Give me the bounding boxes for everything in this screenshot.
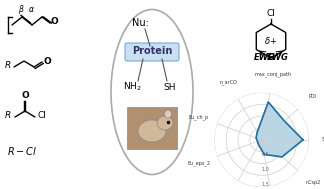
Text: Cl: Cl: [267, 9, 275, 19]
Text: R: R: [5, 60, 11, 70]
Text: O: O: [43, 57, 51, 66]
Ellipse shape: [165, 110, 171, 118]
Ellipse shape: [138, 120, 166, 142]
Text: 1.0: 1.0: [262, 167, 269, 172]
Text: R: R: [5, 111, 11, 119]
Text: 0.5: 0.5: [262, 152, 269, 157]
Text: O: O: [21, 91, 29, 101]
Text: SH: SH: [164, 83, 176, 91]
Text: Cl: Cl: [38, 112, 46, 121]
Text: 1.5: 1.5: [262, 182, 269, 187]
Text: $\beta$: $\beta$: [18, 4, 24, 16]
Text: $\alpha$: $\alpha$: [28, 5, 34, 15]
Text: Protein: Protein: [132, 46, 172, 56]
Bar: [127, 107, 177, 149]
Ellipse shape: [157, 116, 173, 130]
Text: Nu:: Nu:: [132, 18, 148, 28]
Polygon shape: [256, 102, 303, 157]
Text: O: O: [50, 18, 58, 26]
Text: $\delta$+: $\delta$+: [264, 36, 278, 46]
Text: EWG: EWG: [253, 53, 275, 62]
Text: EWG: EWG: [267, 53, 289, 62]
FancyBboxPatch shape: [125, 43, 179, 61]
Text: $R-Cl$: $R-Cl$: [7, 145, 37, 157]
Text: NH$_2$: NH$_2$: [123, 81, 141, 93]
